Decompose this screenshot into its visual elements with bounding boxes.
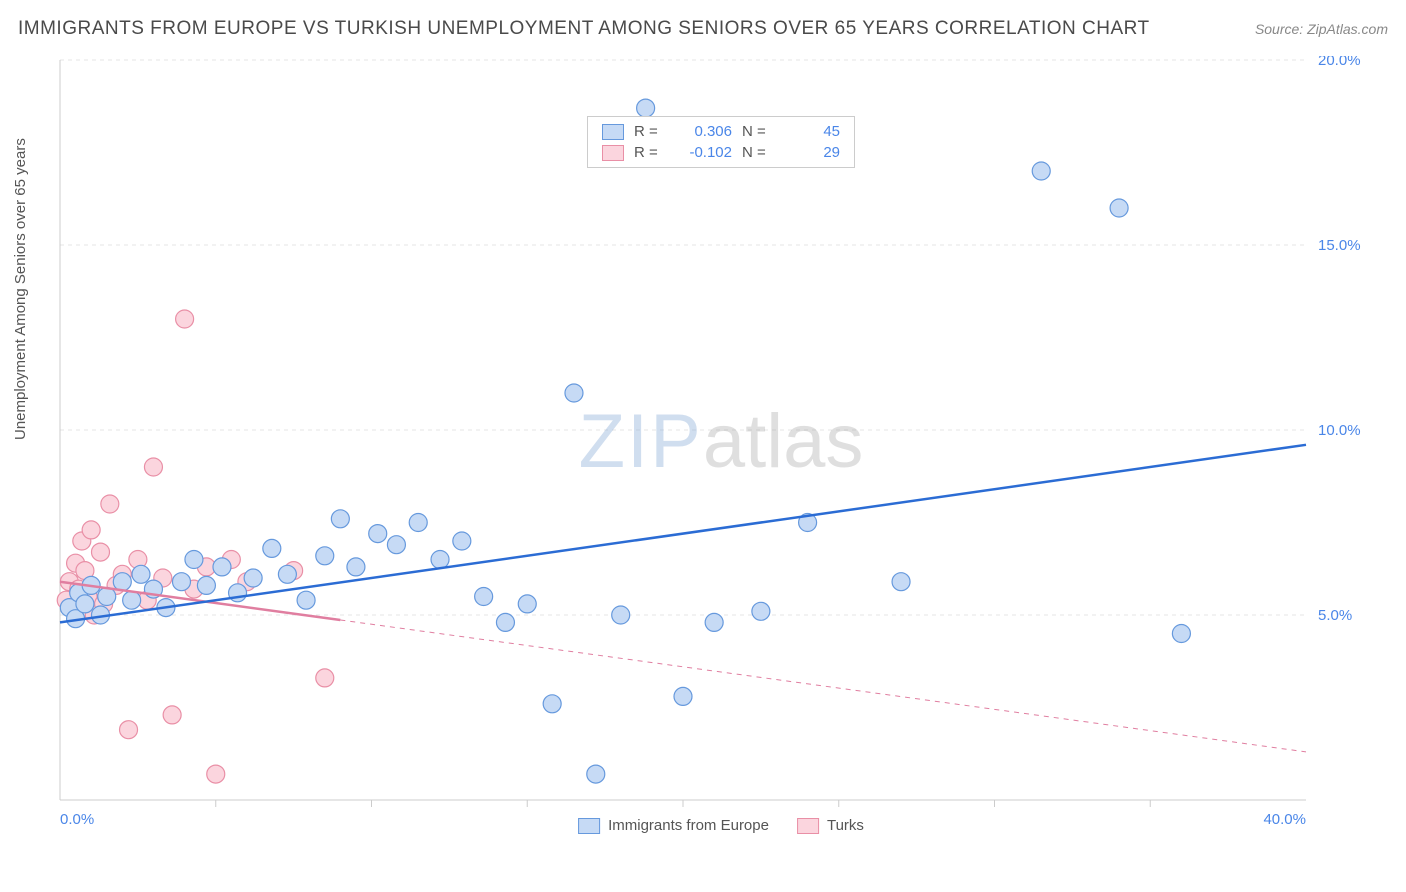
- corr-n-europe: 45: [780, 123, 840, 140]
- legend-swatch-europe: [578, 818, 600, 834]
- corr-label-n2: N =: [742, 144, 770, 161]
- svg-text:20.0%: 20.0%: [1318, 56, 1361, 69]
- legend-swatch-turks: [797, 818, 819, 834]
- corr-r-turks: -0.102: [672, 144, 732, 161]
- swatch-turks: [602, 145, 624, 161]
- legend-item-europe: Immigrants from Europe: [578, 817, 769, 834]
- legend-item-turks: Turks: [797, 817, 864, 834]
- title-bar: IMMIGRANTS FROM EUROPE VS TURKISH UNEMPL…: [18, 18, 1388, 40]
- scatter-plot: 5.0% 10.0% 15.0% 20.0% 0.0% 40.0%: [56, 56, 1386, 836]
- corr-label-r: R =: [634, 123, 662, 140]
- svg-text:5.0%: 5.0%: [1318, 607, 1352, 624]
- svg-text:10.0%: 10.0%: [1318, 422, 1361, 439]
- legend-label-turks: Turks: [827, 817, 864, 834]
- svg-text:0.0%: 0.0%: [60, 811, 94, 828]
- svg-text:15.0%: 15.0%: [1318, 237, 1361, 254]
- source-label: Source: ZipAtlas.com: [1255, 21, 1388, 37]
- corr-n-turks: 29: [780, 144, 840, 161]
- legend-label-europe: Immigrants from Europe: [608, 817, 769, 834]
- svg-text:40.0%: 40.0%: [1263, 811, 1306, 828]
- correlation-row-turks: R = -0.102 N = 29: [588, 142, 854, 163]
- y-axis-label: Unemployment Among Seniors over 65 years: [12, 138, 29, 440]
- corr-label-r2: R =: [634, 144, 662, 161]
- swatch-europe: [602, 124, 624, 140]
- series-legend: Immigrants from Europe Turks: [578, 817, 864, 834]
- chart-title: IMMIGRANTS FROM EUROPE VS TURKISH UNEMPL…: [18, 18, 1150, 40]
- correlation-legend: R = 0.306 N = 45 R = -0.102 N = 29: [587, 116, 855, 168]
- chart-area: 5.0%10.0%15.0%20.0%0.0%40.0% ZIPatlas R …: [56, 56, 1386, 836]
- corr-label-n: N =: [742, 123, 770, 140]
- correlation-row-europe: R = 0.306 N = 45: [588, 121, 854, 142]
- corr-r-europe: 0.306: [672, 123, 732, 140]
